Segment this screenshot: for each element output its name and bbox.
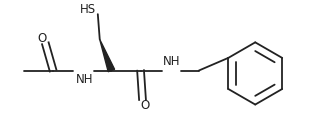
Text: NH: NH <box>76 73 93 86</box>
Text: HS: HS <box>80 3 96 16</box>
Polygon shape <box>100 39 115 72</box>
Text: NH: NH <box>163 55 180 68</box>
Text: O: O <box>38 32 47 45</box>
Text: O: O <box>141 99 150 112</box>
